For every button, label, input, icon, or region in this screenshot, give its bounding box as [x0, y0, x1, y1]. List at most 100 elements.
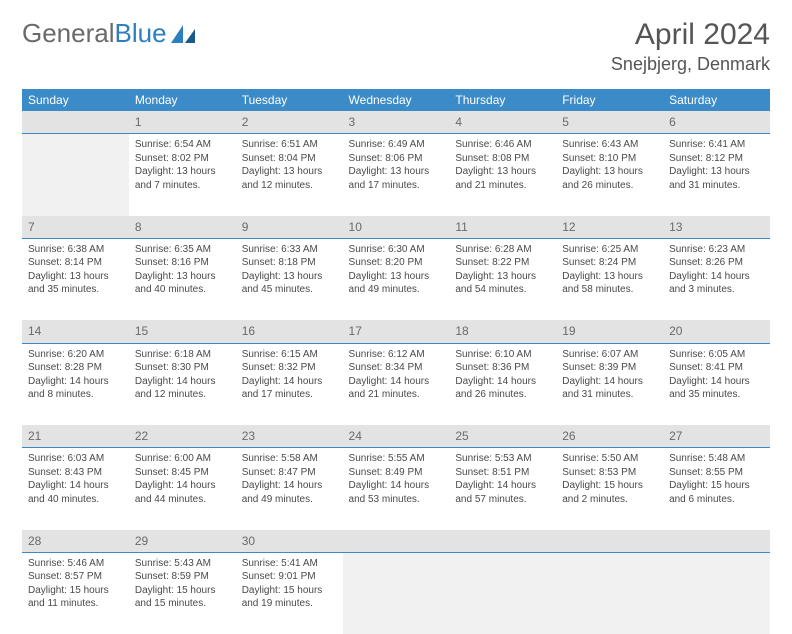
detail-line: and 54 minutes. — [455, 283, 550, 297]
detail-line: Daylight: 13 hours — [349, 165, 444, 179]
day-number: 25 — [449, 425, 556, 448]
location: Snejbjerg, Denmark — [611, 54, 770, 75]
day-number-row: 14151617181920 — [22, 320, 770, 343]
day-cell: Sunrise: 6:51 AMSunset: 8:04 PMDaylight:… — [236, 134, 343, 216]
detail-line: Sunset: 8:02 PM — [135, 152, 230, 166]
weekday-header: Friday — [556, 89, 663, 111]
detail-line: and 17 minutes. — [349, 179, 444, 193]
empty-cell — [556, 552, 663, 634]
weekday-header: Tuesday — [236, 89, 343, 111]
day-number: 19 — [556, 320, 663, 343]
day-number: 27 — [663, 425, 770, 448]
detail-line: Sunrise: 6:20 AM — [28, 348, 123, 362]
detail-line: Daylight: 15 hours — [135, 584, 230, 598]
detail-line: Sunset: 8:51 PM — [455, 466, 550, 480]
day-details: Sunrise: 6:54 AMSunset: 8:02 PMDaylight:… — [135, 138, 230, 192]
day-details: Sunrise: 5:53 AMSunset: 8:51 PMDaylight:… — [455, 452, 550, 506]
day-details: Sunrise: 5:48 AMSunset: 8:55 PMDaylight:… — [669, 452, 764, 506]
day-number: 20 — [663, 320, 770, 343]
detail-line: Daylight: 14 hours — [28, 375, 123, 389]
detail-line: Daylight: 14 hours — [242, 479, 337, 493]
detail-line: Daylight: 15 hours — [562, 479, 657, 493]
detail-line: and 35 minutes. — [669, 388, 764, 402]
detail-line: Sunset: 8:55 PM — [669, 466, 764, 480]
detail-line: Sunrise: 5:43 AM — [135, 557, 230, 571]
detail-line: Daylight: 13 hours — [669, 165, 764, 179]
day-cell: Sunrise: 6:03 AMSunset: 8:43 PMDaylight:… — [22, 448, 129, 530]
detail-line: Daylight: 14 hours — [669, 375, 764, 389]
day-details: Sunrise: 5:43 AMSunset: 8:59 PMDaylight:… — [135, 557, 230, 611]
day-cell: Sunrise: 5:50 AMSunset: 8:53 PMDaylight:… — [556, 448, 663, 530]
detail-line: and 49 minutes. — [242, 493, 337, 507]
day-details: Sunrise: 5:58 AMSunset: 8:47 PMDaylight:… — [242, 452, 337, 506]
day-cell: Sunrise: 6:18 AMSunset: 8:30 PMDaylight:… — [129, 343, 236, 425]
weekday-header: Saturday — [663, 89, 770, 111]
day-number: 7 — [22, 216, 129, 239]
detail-line: Sunset: 8:32 PM — [242, 361, 337, 375]
week-row: Sunrise: 6:54 AMSunset: 8:02 PM Daylight:… — [22, 134, 770, 216]
day-number: 1 — [129, 111, 236, 134]
day-number-empty — [449, 530, 556, 553]
detail-line: Daylight: 14 hours — [349, 479, 444, 493]
detail-line: Sunset: 8:08 PM — [455, 152, 550, 166]
detail-line: Sunset: 8:28 PM — [28, 361, 123, 375]
detail-line: Sunset: 8:47 PM — [242, 466, 337, 480]
day-details: Sunrise: 6:35 AMSunset: 8:16 PMDaylight:… — [135, 243, 230, 297]
detail-line: and 12 minutes. — [135, 388, 230, 402]
detail-line: Sunrise: 6:15 AM — [242, 348, 337, 362]
day-cell: Sunrise: 6:33 AMSunset: 8:18 PMDaylight:… — [236, 238, 343, 320]
detail-line: Sunrise: 6:33 AM — [242, 243, 337, 257]
day-cell: Sunrise: 6:23 AMSunset: 8:26 PMDaylight:… — [663, 238, 770, 320]
day-details: Sunrise: 6:43 AMSunset: 8:10 PMDaylight:… — [562, 138, 657, 192]
day-number: 22 — [129, 425, 236, 448]
detail-line: and 17 minutes. — [242, 388, 337, 402]
detail-line: Daylight: 14 hours — [135, 375, 230, 389]
day-cell: Sunrise: 5:41 AMSunset: 9:01 PMDaylight:… — [236, 552, 343, 634]
detail-line: Sunrise: 6:30 AM — [349, 243, 444, 257]
detail-line: Sunrise: 6:54 AM — [135, 138, 230, 152]
detail-line: Sunset: 8:06 PM — [349, 152, 444, 166]
detail-line: Daylight: 14 hours — [669, 270, 764, 284]
day-cell: Sunrise: 6:54 AMSunset: 8:02 PMDaylight:… — [129, 134, 236, 216]
detail-line: Sunrise: 5:50 AM — [562, 452, 657, 466]
detail-line: and 45 minutes. — [242, 283, 337, 297]
day-cell: Sunrise: 5:58 AMSunset: 8:47 PMDaylight:… — [236, 448, 343, 530]
day-number-empty — [556, 530, 663, 553]
day-number: 10 — [343, 216, 450, 239]
detail-line: Sunset: 8:18 PM — [242, 256, 337, 270]
detail-line: Sunrise: 5:58 AM — [242, 452, 337, 466]
week-row: Sunrise: 5:46 AMSunset: 8:57 PMDaylight:… — [22, 552, 770, 634]
week-row: Sunrise: 6:20 AMSunset: 8:28 PMDaylight:… — [22, 343, 770, 425]
detail-line: Daylight: 15 hours — [242, 584, 337, 598]
detail-line: and 7 minutes. — [135, 179, 230, 193]
day-number-empty — [22, 111, 129, 134]
weekday-header: Sunday — [22, 89, 129, 111]
detail-line: and 31 minutes. — [562, 388, 657, 402]
detail-line: Sunset: 8:22 PM — [455, 256, 550, 270]
day-cell: Sunrise: 5:43 AMSunset: 8:59 PMDaylight:… — [129, 552, 236, 634]
detail-line: and 15 minutes. — [135, 597, 230, 611]
detail-line: Sunrise: 6:03 AM — [28, 452, 123, 466]
day-details: Sunrise: 6:03 AMSunset: 8:43 PMDaylight:… — [28, 452, 123, 506]
empty-cell — [343, 552, 450, 634]
empty-cell — [22, 134, 129, 216]
detail-line: and 40 minutes. — [135, 283, 230, 297]
day-cell: Sunrise: 6:15 AMSunset: 8:32 PMDaylight:… — [236, 343, 343, 425]
day-details: Sunrise: 6:05 AMSunset: 8:41 PMDaylight:… — [669, 348, 764, 402]
day-details: Sunrise: 6:41 AMSunset: 8:12 PMDaylight:… — [669, 138, 764, 192]
detail-line: Sunset: 8:34 PM — [349, 361, 444, 375]
day-cell: Sunrise: 5:46 AMSunset: 8:57 PMDaylight:… — [22, 552, 129, 634]
detail-line: Sunrise: 5:41 AM — [242, 557, 337, 571]
detail-line: Daylight: 14 hours — [455, 479, 550, 493]
logo-word2: Blue — [115, 18, 167, 48]
detail-line: Sunrise: 6:41 AM — [669, 138, 764, 152]
detail-line: and 2 minutes. — [562, 493, 657, 507]
day-cell: Sunrise: 6:07 AMSunset: 8:39 PMDaylight:… — [556, 343, 663, 425]
weekday-header: Wednesday — [343, 89, 450, 111]
detail-line: Daylight: 13 hours — [242, 270, 337, 284]
detail-line: Sunrise: 6:25 AM — [562, 243, 657, 257]
detail-line: Daylight: 13 hours — [242, 165, 337, 179]
detail-line: Sunrise: 6:35 AM — [135, 243, 230, 257]
detail-line: and 3 minutes. — [669, 283, 764, 297]
detail-line: Sunset: 8:49 PM — [349, 466, 444, 480]
